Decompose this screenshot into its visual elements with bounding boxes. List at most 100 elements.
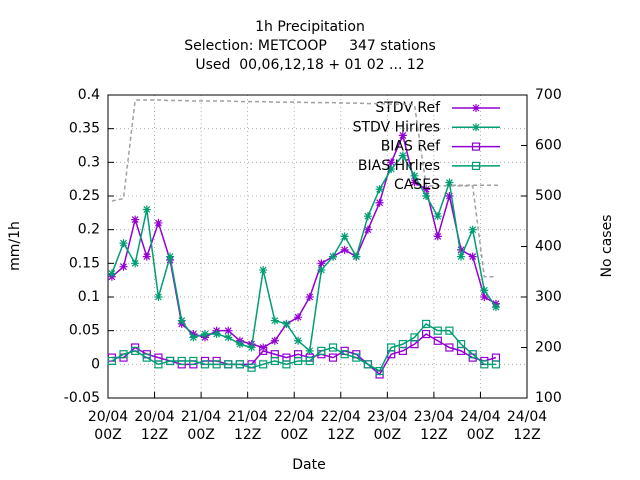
y-tick-label: 0.4 bbox=[78, 87, 100, 103]
data-point bbox=[457, 252, 466, 261]
chart-title: 1h Precipitation bbox=[255, 19, 365, 35]
data-point bbox=[294, 356, 303, 366]
y2-tick-label: 200 bbox=[535, 340, 562, 356]
data-point bbox=[410, 333, 419, 342]
y-tick-label: 0.35 bbox=[69, 121, 100, 137]
plot-frame bbox=[107, 94, 528, 399]
legend-marker bbox=[472, 123, 480, 132]
data-point bbox=[398, 151, 407, 160]
data-point bbox=[212, 330, 221, 339]
data-point bbox=[107, 356, 116, 366]
y-tick-label: 0.25 bbox=[69, 188, 100, 204]
data-point bbox=[468, 225, 477, 234]
data-point bbox=[200, 360, 210, 369]
data-point bbox=[177, 316, 186, 325]
data-point bbox=[422, 192, 431, 200]
legend-marker bbox=[471, 142, 481, 151]
data-point bbox=[177, 356, 186, 366]
data-point bbox=[387, 165, 396, 174]
data-point bbox=[433, 326, 442, 335]
legend-label: STDV Hirlres bbox=[353, 119, 440, 135]
data-point bbox=[468, 350, 477, 359]
data-point bbox=[224, 360, 233, 369]
data-point bbox=[142, 353, 151, 362]
x-tick-label: 21/04 12Z bbox=[227, 409, 268, 443]
y-tick-label: 0.15 bbox=[69, 255, 100, 271]
data-point bbox=[328, 343, 338, 352]
data-point bbox=[317, 346, 326, 355]
data-point bbox=[352, 353, 361, 362]
data-point bbox=[235, 340, 244, 349]
data-point bbox=[410, 178, 419, 187]
y-tick-label: 0.3 bbox=[78, 154, 100, 170]
legend-label: BIAS Ref bbox=[381, 139, 441, 155]
data-point bbox=[456, 340, 466, 349]
y2-tick-label: 300 bbox=[535, 289, 562, 305]
x-tick-label: 21/04 00Z bbox=[180, 409, 222, 443]
series-line bbox=[111, 154, 497, 353]
data-point bbox=[363, 212, 372, 221]
data-point bbox=[340, 245, 349, 254]
data-point bbox=[445, 343, 454, 352]
data-point bbox=[340, 232, 349, 241]
y-tick-label: 0.05 bbox=[69, 323, 100, 339]
data-point bbox=[329, 252, 338, 261]
data-point bbox=[445, 192, 454, 200]
x-tick-label: 24/04 12Z bbox=[506, 409, 548, 443]
data-point bbox=[445, 178, 454, 187]
data-point bbox=[224, 333, 233, 342]
x-tick-label: 20/04 00Z bbox=[87, 409, 129, 443]
data-point bbox=[317, 266, 326, 275]
data-point bbox=[457, 245, 466, 254]
data-point bbox=[410, 171, 419, 180]
data-point bbox=[433, 232, 442, 241]
data-point bbox=[282, 360, 291, 369]
data-point bbox=[422, 329, 431, 339]
data-point bbox=[352, 252, 361, 261]
data-point bbox=[270, 356, 279, 366]
x-tick-label: 23/04 00Z bbox=[367, 409, 408, 443]
data-point bbox=[294, 336, 303, 345]
data-point bbox=[422, 319, 431, 329]
data-point bbox=[119, 262, 128, 271]
data-point bbox=[363, 225, 372, 234]
x-tick-label: 20/04 12Z bbox=[134, 409, 175, 443]
y-tick-label: 0.1 bbox=[78, 289, 100, 305]
data-point bbox=[189, 356, 198, 366]
data-point bbox=[142, 252, 151, 261]
data-point bbox=[305, 356, 314, 366]
legend-label: CASES bbox=[394, 177, 440, 193]
data-point bbox=[282, 319, 291, 328]
x-tick-label: 24/04 00Z bbox=[460, 409, 501, 443]
data-point bbox=[270, 336, 279, 345]
data-point bbox=[387, 158, 396, 167]
series-line bbox=[111, 322, 496, 373]
data-point bbox=[491, 360, 501, 369]
data-point bbox=[422, 185, 431, 194]
data-point bbox=[305, 346, 314, 355]
y-tick-label: 0 bbox=[91, 356, 100, 372]
data-point bbox=[131, 346, 140, 355]
data-point bbox=[200, 330, 209, 339]
data-point bbox=[363, 360, 373, 369]
data-point bbox=[166, 252, 175, 261]
data-point bbox=[375, 185, 384, 194]
data-point bbox=[247, 343, 256, 352]
data-point bbox=[131, 259, 140, 268]
data-point bbox=[480, 360, 489, 369]
data-point bbox=[375, 366, 384, 376]
data-point bbox=[317, 259, 326, 268]
data-point bbox=[165, 356, 175, 366]
legend-marker bbox=[472, 104, 480, 112]
data-point bbox=[387, 343, 396, 352]
data-point bbox=[491, 303, 500, 312]
data-point bbox=[433, 212, 442, 221]
data-point bbox=[270, 316, 279, 325]
data-point bbox=[294, 313, 303, 322]
data-point bbox=[375, 198, 384, 207]
data-point bbox=[119, 239, 128, 248]
data-point bbox=[480, 293, 489, 301]
data-point bbox=[154, 218, 163, 227]
